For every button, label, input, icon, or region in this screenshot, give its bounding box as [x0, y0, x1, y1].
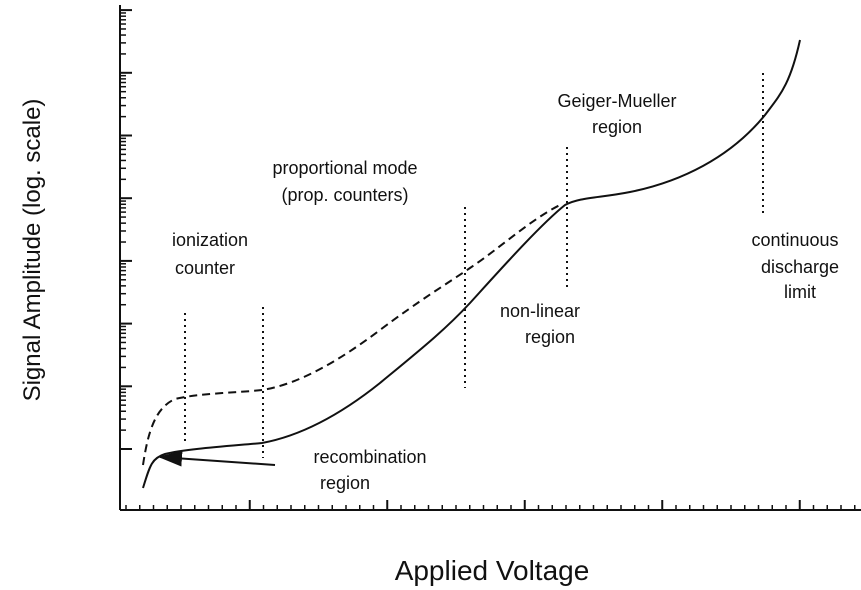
region-label: continuous [751, 230, 838, 250]
region-label: counter [175, 258, 235, 278]
region-label: Geiger-Mueller [557, 91, 676, 111]
region-label: discharge [761, 257, 839, 277]
y-axis-label: Signal Amplitude (log. scale) [19, 99, 46, 402]
region-label: ionization [172, 230, 248, 250]
x-axis-label: Applied Voltage [395, 555, 590, 586]
region-label: (prop. counters) [281, 185, 408, 205]
arrow [158, 450, 276, 467]
dashed-curve [142, 204, 561, 466]
region-label: region [525, 327, 575, 347]
solid-curve [142, 39, 801, 489]
region-label: non-linear [500, 301, 580, 321]
region-label: region [320, 473, 370, 493]
region-label: proportional mode [272, 158, 417, 178]
dividers [184, 73, 764, 458]
region-label: region [592, 117, 642, 137]
region-label: recombination [313, 447, 426, 467]
region-label: limit [784, 282, 816, 302]
